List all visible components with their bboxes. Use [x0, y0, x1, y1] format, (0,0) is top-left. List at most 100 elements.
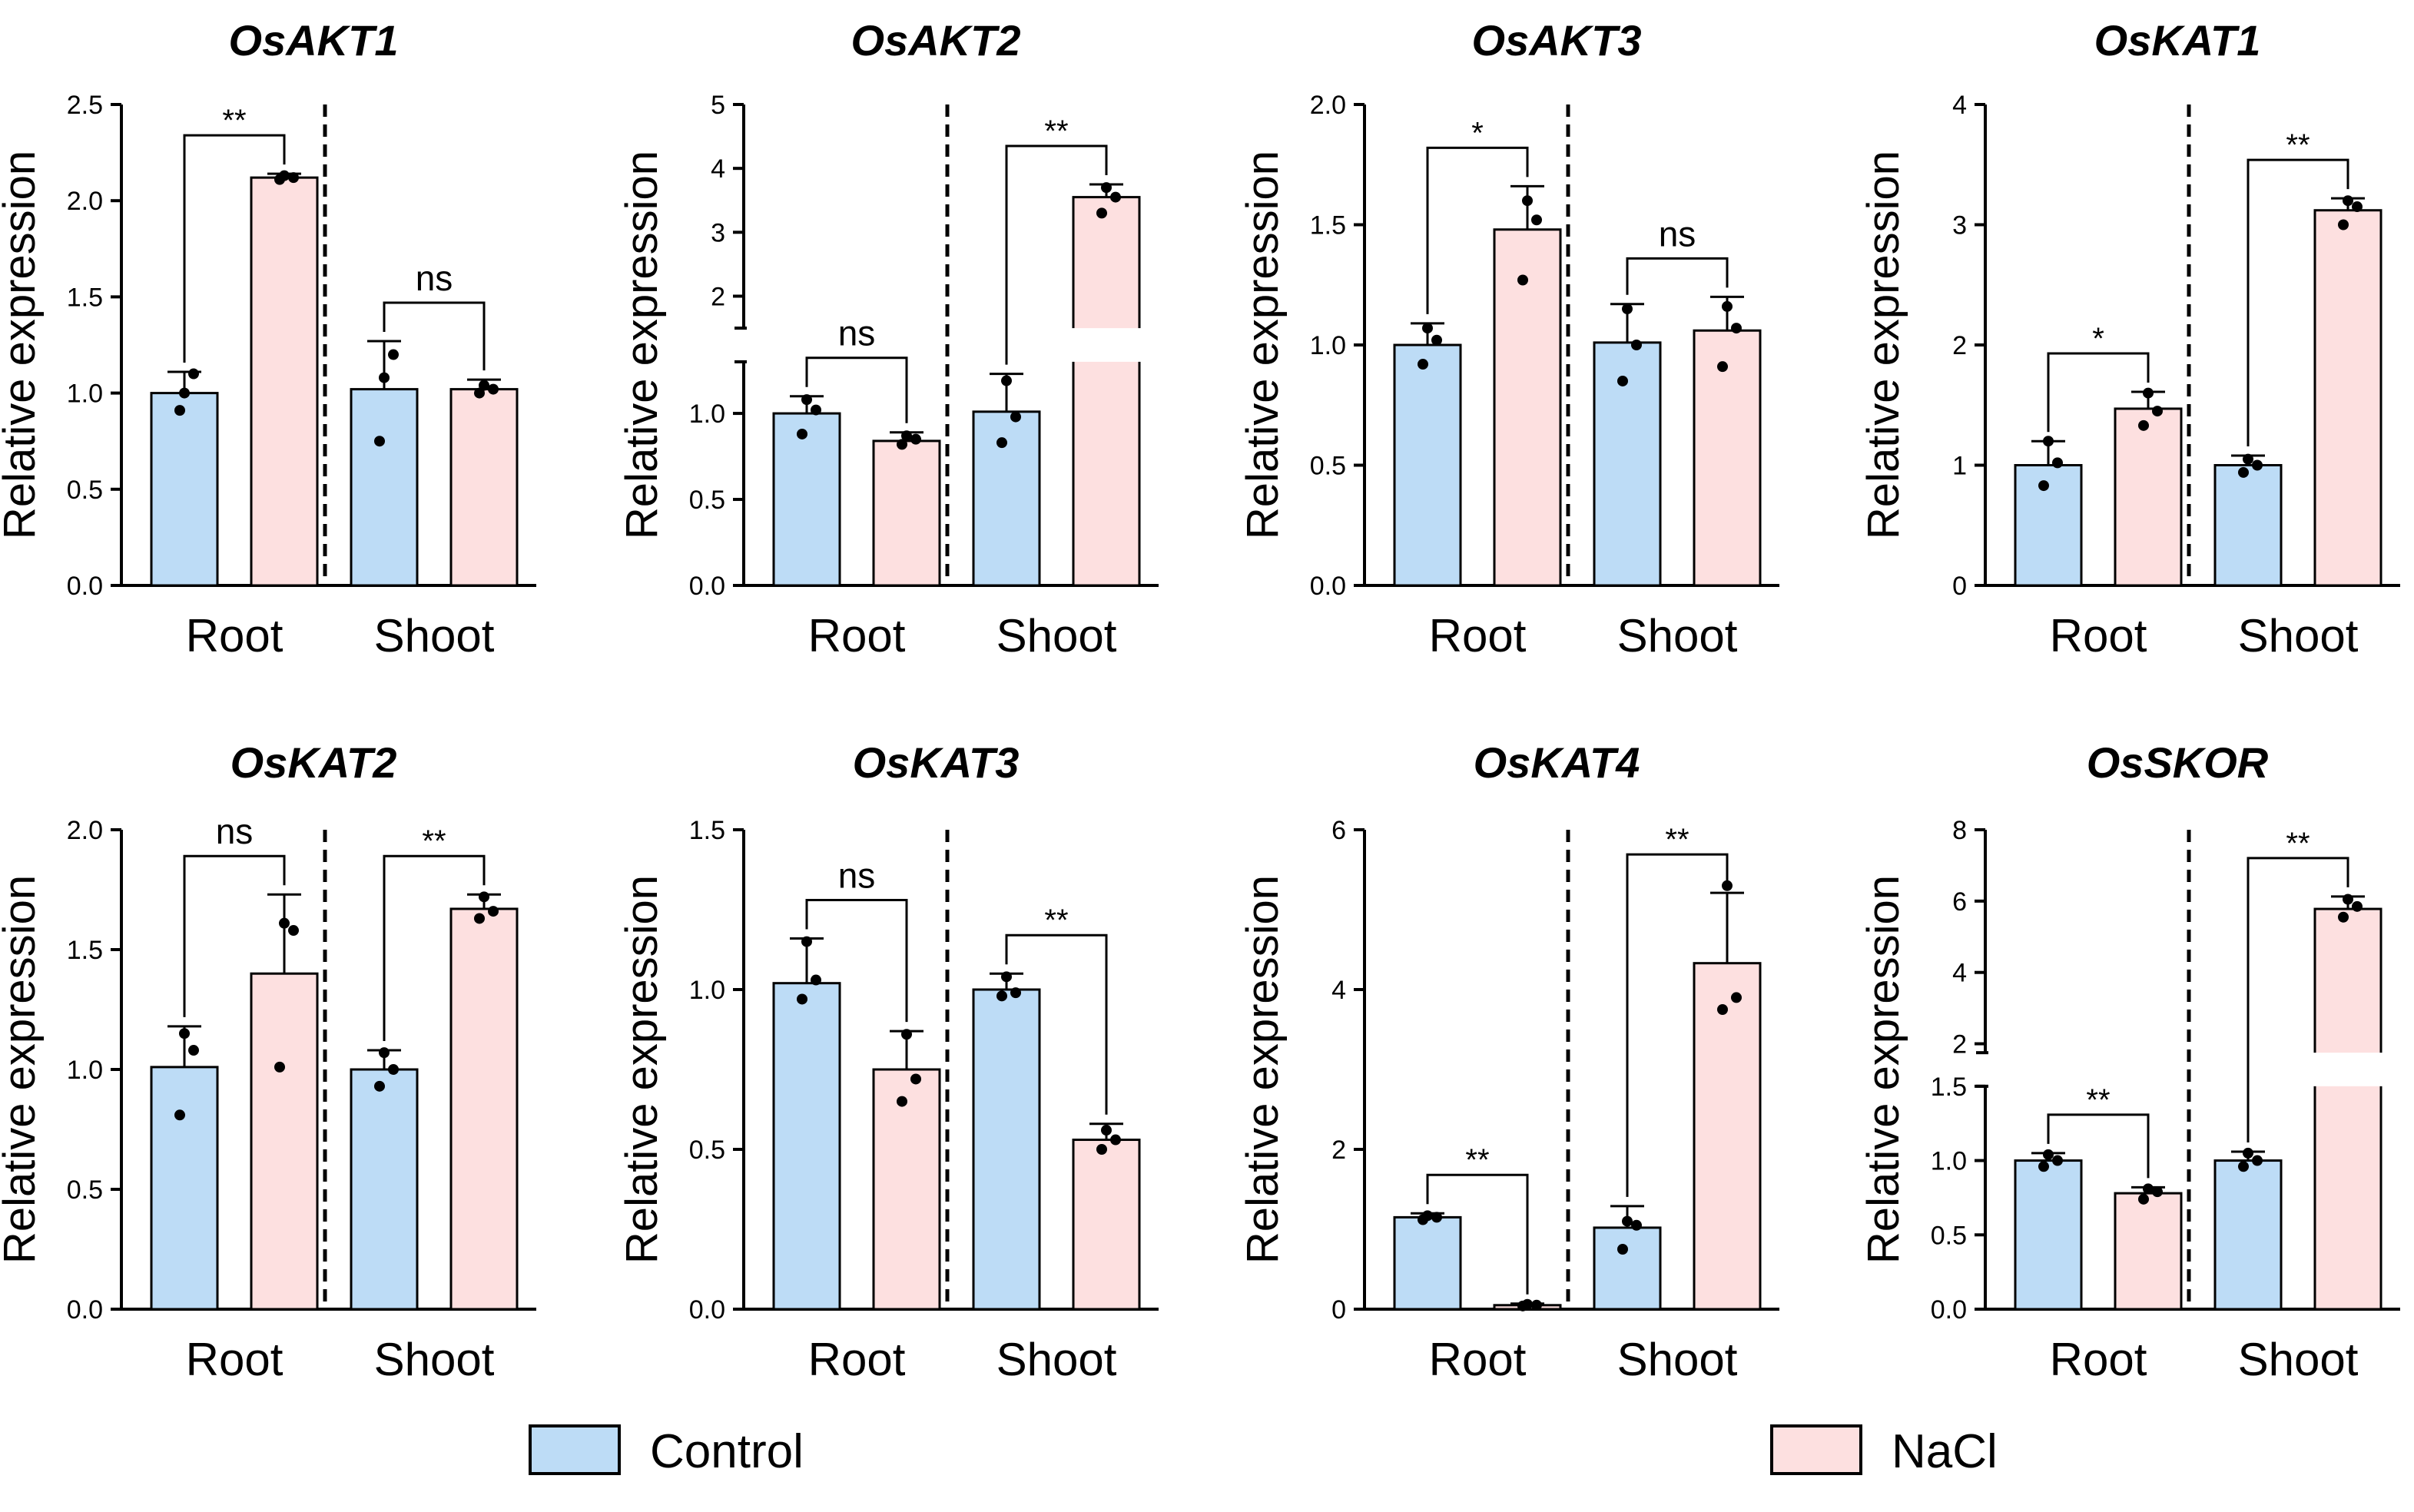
- y-tick-label: 0: [1331, 1295, 1346, 1325]
- data-point: [474, 387, 485, 399]
- x-category-label-root: Root: [1429, 1334, 1527, 1385]
- bar-control-shoot: [2213, 464, 2283, 587]
- significance-bracket: [1005, 933, 1108, 1115]
- significance-bracket: [1426, 1173, 1529, 1295]
- chart-panel-osskor: OsSKOR Relative expression 0.0 0.5 1.0 1.5 2 4 6…: [1859, 738, 2400, 1385]
- y-tick-label: 5: [711, 91, 725, 120]
- y-tick-label: 3: [711, 218, 725, 247]
- data-point: [1418, 1214, 1428, 1225]
- data-point: [801, 394, 812, 406]
- data-point: [1717, 361, 1728, 373]
- data-point: [388, 1064, 399, 1075]
- bar-control-root: [1393, 1215, 1462, 1311]
- data-point: [1531, 214, 1542, 226]
- data-point: [1731, 323, 1742, 334]
- y-axis-label: Relative expression: [1238, 875, 1288, 1264]
- significance-label: **: [1465, 1143, 1489, 1177]
- data-point: [379, 372, 390, 383]
- significance-bracket: [1426, 146, 1529, 314]
- y-tick-label: 2: [1952, 331, 1967, 360]
- x-category-label-shoot: Shoot: [1617, 610, 1738, 662]
- bar-nacl-shoot: [1072, 1139, 1141, 1311]
- data-point: [2043, 436, 2054, 447]
- data-point: [2143, 1183, 2154, 1195]
- significance-label: ns: [1659, 214, 1696, 254]
- bar-nacl-shoot: [449, 907, 519, 1311]
- chart-panel-oskat4: OsKAT4 Relative expression 0 2 4 6 ** ** Root Sho…: [1238, 738, 1779, 1385]
- data-point: [811, 404, 821, 416]
- data-point: [2138, 1193, 2149, 1205]
- x-category-label-root: Root: [1429, 610, 1527, 662]
- data-point: [488, 906, 499, 917]
- y-tick-label: 1.5: [67, 283, 103, 312]
- data-point: [797, 993, 807, 1005]
- legend-swatch-nacl: [1770, 1424, 1862, 1475]
- y-tick-label: 1.0: [67, 1056, 103, 1085]
- x-category-label-root: Root: [2050, 1334, 2147, 1385]
- x-category-label-root: Root: [186, 1334, 284, 1385]
- data-point: [1617, 1244, 1628, 1255]
- data-point: [1531, 1299, 1542, 1311]
- data-point: [1101, 1125, 1112, 1136]
- y-tick-label: 1.0: [689, 400, 725, 429]
- data-point: [1517, 274, 1528, 286]
- y-tick-label: 2.0: [67, 816, 103, 845]
- bar-control-shoot: [350, 1068, 419, 1311]
- y-axis-label: Relative expression: [0, 875, 45, 1264]
- x-category-label-shoot: Shoot: [996, 610, 1117, 662]
- bar-control-shoot: [972, 410, 1041, 587]
- data-point: [2338, 219, 2349, 230]
- x-category-label-shoot: Shoot: [2238, 1334, 2359, 1385]
- data-point: [2038, 1161, 2049, 1172]
- significance-bracket: [805, 898, 908, 1023]
- bar-nacl-shoot: [1693, 962, 1762, 1311]
- significance-bracket: [2047, 352, 2150, 433]
- data-point: [2138, 419, 2149, 431]
- data-point: [1517, 1300, 1528, 1311]
- data-point: [1631, 1219, 1642, 1231]
- data-point: [2352, 900, 2363, 912]
- data-point: [174, 1109, 185, 1121]
- data-point: [801, 936, 812, 947]
- significance-bracket: [383, 854, 486, 1042]
- chart-panel-osakt1: OsAKT1 Relative expression 0.0 0.5 1.0 1.5 2.0…: [0, 16, 536, 662]
- y-tick-label: 0.0: [67, 1295, 103, 1325]
- legend: Control NaCl: [529, 1424, 1998, 1478]
- significance-label: **: [222, 104, 246, 138]
- bar-nacl-root: [2114, 407, 2183, 587]
- bar-nacl-root: [872, 439, 941, 587]
- significance-bracket: [183, 854, 286, 1017]
- y-tick-label: 0.5: [1931, 1221, 1967, 1250]
- y-tick-label: 0: [1952, 572, 1967, 601]
- data-point: [1631, 340, 1642, 350]
- data-point: [2343, 894, 2353, 905]
- chart-title: OsKAT3: [853, 738, 1020, 787]
- chart-panel-oskat2: OsKAT2 Relative expression 0.0 0.5 1.0 1.5 2.0…: [0, 738, 536, 1385]
- chart-title: OsAKT2: [851, 16, 1021, 65]
- data-point: [1096, 207, 1107, 219]
- bar-control-root: [2014, 1159, 2083, 1311]
- data-point: [1096, 1144, 1107, 1155]
- y-tick-label: 0.5: [689, 486, 725, 515]
- y-tick-label: 0.0: [67, 572, 103, 601]
- data-point: [996, 990, 1007, 1002]
- bar-nacl-root: [250, 176, 319, 587]
- data-point: [179, 1028, 190, 1040]
- data-point: [274, 174, 285, 185]
- legend-label-nacl: NaCl: [1892, 1425, 1998, 1478]
- significance-label: **: [1665, 823, 1689, 857]
- data-point: [2338, 911, 2349, 923]
- significance-label: **: [2086, 1083, 2110, 1117]
- data-point: [996, 437, 1007, 449]
- data-point: [1431, 334, 1442, 346]
- data-point: [1418, 359, 1428, 370]
- data-point: [374, 1080, 385, 1092]
- x-category-label-root: Root: [186, 610, 284, 662]
- y-tick-label: 4: [1952, 959, 1967, 988]
- data-point: [910, 1073, 921, 1085]
- data-point: [2152, 406, 2163, 417]
- data-point: [1010, 987, 1021, 999]
- bar-control-shoot: [350, 388, 419, 587]
